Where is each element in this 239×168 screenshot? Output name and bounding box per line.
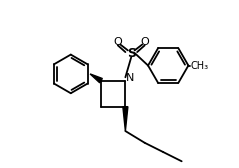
Text: N: N — [125, 73, 134, 83]
Text: O: O — [114, 37, 122, 47]
Text: CH₃: CH₃ — [190, 60, 208, 71]
Text: S: S — [127, 47, 136, 60]
Polygon shape — [123, 107, 128, 131]
Polygon shape — [90, 74, 102, 83]
Text: O: O — [140, 37, 149, 47]
